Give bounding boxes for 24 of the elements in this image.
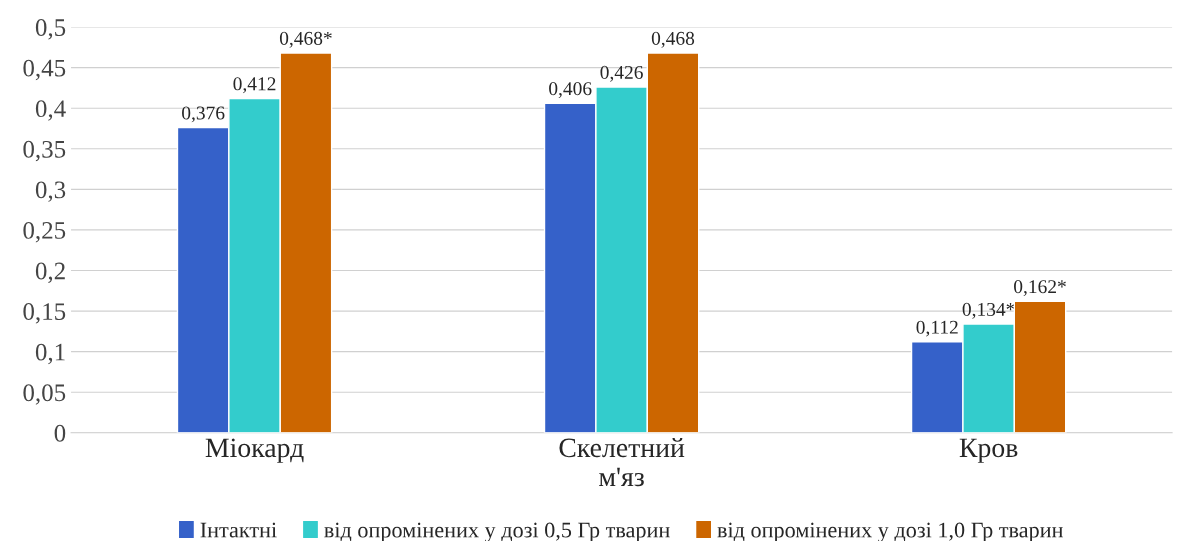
x-tick-label: Міокард	[205, 438, 304, 463]
y-tick-label: 0,1	[35, 343, 65, 365]
x-tick-label: Скелетний м'яз	[559, 437, 685, 487]
y-tick-label: 0,25	[23, 221, 66, 243]
data-label: 0,412	[233, 77, 276, 94]
y-tick-label: 0,15	[23, 303, 66, 324]
data-label: 0,468	[651, 31, 695, 48]
y-tick-label: 0,3	[35, 181, 66, 202]
y-tick-label: 0,2	[35, 262, 65, 284]
legend-label: Інтактні	[200, 522, 277, 538]
data-label: 0,426	[600, 65, 643, 82]
data-label: 0,112	[916, 320, 958, 337]
y-tick-label: 0	[54, 424, 66, 442]
data-label: 0,406	[549, 82, 592, 99]
y-tick-label: 0,05	[23, 384, 66, 405]
y-tick-label: 0,4	[35, 100, 66, 121]
y-tick-label: 0,35	[23, 140, 66, 162]
data-label: 0,134*	[962, 302, 1015, 319]
data-label: 0,376	[182, 106, 225, 123]
y-tick-label: 0,5	[35, 19, 66, 40]
x-tick-label: Кров	[959, 438, 1018, 463]
data-label: 0,162*	[1014, 280, 1066, 297]
data-label: 0,468*	[279, 31, 332, 48]
y-tick-label: 0,45	[23, 59, 66, 81]
